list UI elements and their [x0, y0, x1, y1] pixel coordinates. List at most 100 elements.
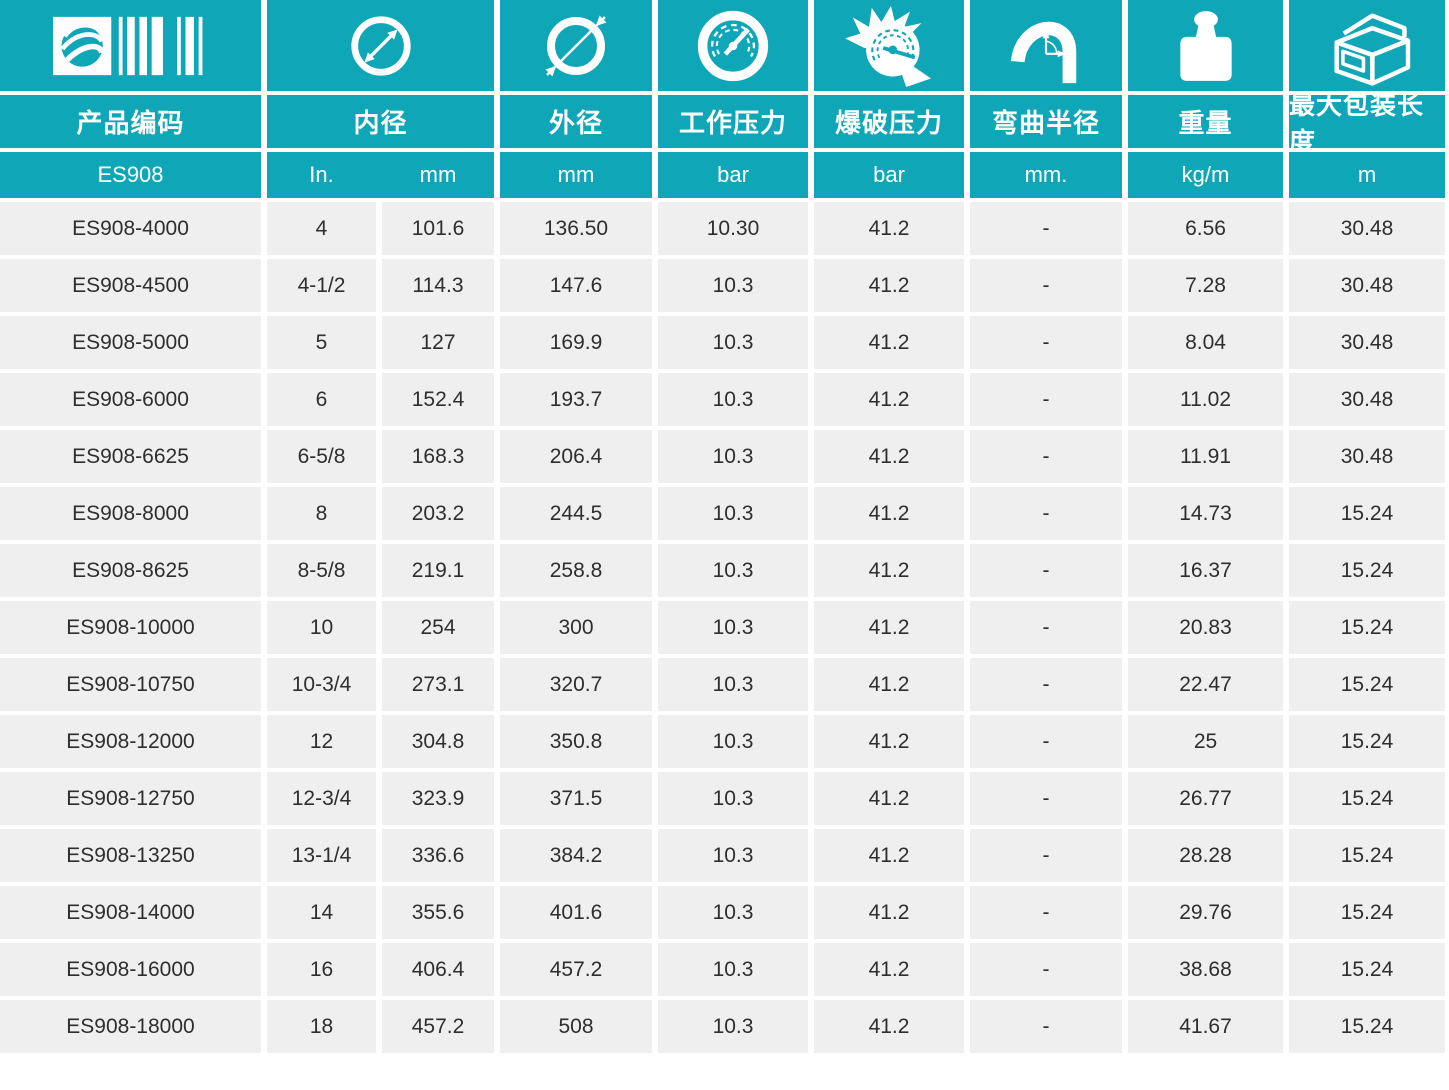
unit-inner-diameter-mm: mm [419, 162, 457, 187]
icon-cell-bend-radius [970, 0, 1122, 91]
weight-cell: 28.28 [1128, 829, 1283, 882]
max-package-length-cell: 15.24 [1289, 886, 1445, 939]
inner-diameter-in-cell: 14 [267, 886, 376, 939]
outer-diameter-cell: 300 [500, 601, 652, 654]
outer-diameter-cell: 244.5 [500, 487, 652, 540]
max-package-length-cell: 30.48 [1289, 202, 1445, 255]
bend-radius-cell: - [970, 544, 1122, 597]
outer-diameter-cell: 193.7 [500, 373, 652, 426]
barcode-globe-icon [52, 16, 202, 75]
weight-cell: 38.68 [1128, 943, 1283, 996]
outer-diameter-cell: 320.7 [500, 658, 652, 711]
inner-diameter-in-cell: 16 [267, 943, 376, 996]
bend-radius-cell: - [970, 430, 1122, 483]
col-header-outer-diameter: 外径 [500, 95, 652, 148]
unit-outer-diameter: mm [500, 152, 652, 198]
bend-radius-cell: - [970, 772, 1122, 825]
burst-pressure-cell: 41.2 [814, 943, 964, 996]
col-header-burst-pressure: 爆破压力 [814, 95, 964, 148]
outer-diameter-cell: 384.2 [500, 829, 652, 882]
inner-diameter-mm-cell: 273.1 [382, 658, 494, 711]
outer-diameter-icon [545, 15, 607, 76]
inner-diameter-in-cell: 5 [267, 316, 376, 369]
inner-diameter-mm-cell: 323.9 [382, 772, 494, 825]
outer-diameter-cell: 508 [500, 1000, 652, 1053]
product-code-cell: ES908-16000 [0, 943, 261, 996]
inner-diameter-in-cell: 10-3/4 [267, 658, 376, 711]
weight-cell: 29.76 [1128, 886, 1283, 939]
working-pressure-cell: 10.3 [658, 373, 808, 426]
working-pressure-cell: 10.3 [658, 772, 808, 825]
working-pressure-gauge-icon [697, 10, 769, 81]
outer-diameter-cell: 169.9 [500, 316, 652, 369]
inner-diameter-in-cell: 8-5/8 [267, 544, 376, 597]
product-code-cell: ES908-8625 [0, 544, 261, 597]
product-code-cell: ES908-10750 [0, 658, 261, 711]
bend-radius-cell: - [970, 202, 1122, 255]
inner-diameter-in-cell: 4-1/2 [267, 259, 376, 312]
inner-diameter-mm-cell: 114.3 [382, 259, 494, 312]
working-pressure-cell: 10.3 [658, 430, 808, 483]
working-pressure-cell: 10.3 [658, 259, 808, 312]
product-code-cell: ES908-12750 [0, 772, 261, 825]
icon-cell-working-pressure [658, 0, 808, 91]
inner-diameter-in-cell: 12-3/4 [267, 772, 376, 825]
weight-cell: 11.02 [1128, 373, 1283, 426]
inner-diameter-mm-cell: 355.6 [382, 886, 494, 939]
max-package-length-cell: 30.48 [1289, 373, 1445, 426]
inner-diameter-mm-cell: 127 [382, 316, 494, 369]
weight-cell: 14.73 [1128, 487, 1283, 540]
bend-radius-cell: - [970, 1000, 1122, 1053]
inner-diameter-mm-cell: 101.6 [382, 202, 494, 255]
working-pressure-cell: 10.3 [658, 601, 808, 654]
weight-cell: 11.91 [1128, 430, 1283, 483]
inner-diameter-mm-cell: 152.4 [382, 373, 494, 426]
burst-pressure-icon [845, 5, 931, 87]
product-code-cell: ES908-18000 [0, 1000, 261, 1053]
max-package-length-cell: 30.48 [1289, 430, 1445, 483]
weight-icon [1179, 10, 1232, 81]
unit-inner-diameter-in: In. [309, 162, 334, 187]
col-header-working-pressure: 工作压力 [658, 95, 808, 148]
product-code-cell: ES908-8000 [0, 487, 261, 540]
product-code-cell: ES908-4000 [0, 202, 261, 255]
spec-table: 产品编码 内径 外径 工作压力 爆破压力 弯曲半径 重量 最大包装长度 ES90… [0, 0, 1445, 1053]
inner-diameter-mm-cell: 219.1 [382, 544, 494, 597]
unit-working-pressure: bar [658, 152, 808, 198]
product-code-cell: ES908-4500 [0, 259, 261, 312]
product-code-cell: ES908-6625 [0, 430, 261, 483]
max-package-length-cell: 15.24 [1289, 601, 1445, 654]
burst-pressure-cell: 41.2 [814, 601, 964, 654]
col-header-bend-radius: 弯曲半径 [970, 95, 1122, 148]
max-package-length-cell: 15.24 [1289, 829, 1445, 882]
inner-diameter-mm-cell: 457.2 [382, 1000, 494, 1053]
weight-cell: 8.04 [1128, 316, 1283, 369]
weight-cell: 6.56 [1128, 202, 1283, 255]
unit-inner-diameter: In. mm [267, 152, 494, 198]
burst-pressure-cell: 41.2 [814, 658, 964, 711]
col-header-product-code: 产品编码 [0, 95, 261, 148]
weight-cell: 22.47 [1128, 658, 1283, 711]
burst-pressure-cell: 41.2 [814, 259, 964, 312]
max-package-length-cell: 15.24 [1289, 943, 1445, 996]
icon-cell-weight [1128, 0, 1283, 91]
unit-max-package-length: m [1289, 152, 1445, 198]
icon-cell-outer-diameter [500, 0, 652, 91]
outer-diameter-cell: 457.2 [500, 943, 652, 996]
bend-radius-cell: - [970, 601, 1122, 654]
burst-pressure-cell: 41.2 [814, 202, 964, 255]
bend-radius-cell: - [970, 715, 1122, 768]
max-package-length-cell: 15.24 [1289, 1000, 1445, 1053]
product-code-cell: ES908-5000 [0, 316, 261, 369]
bend-radius-icon [1010, 21, 1077, 83]
icon-cell-burst-pressure [814, 0, 964, 91]
working-pressure-cell: 10.3 [658, 544, 808, 597]
burst-pressure-cell: 41.2 [814, 487, 964, 540]
working-pressure-cell: 10.3 [658, 715, 808, 768]
inner-diameter-in-cell: 4 [267, 202, 376, 255]
working-pressure-cell: 10.30 [658, 202, 808, 255]
bend-radius-cell: - [970, 943, 1122, 996]
max-package-length-cell: 15.24 [1289, 544, 1445, 597]
outer-diameter-cell: 136.50 [500, 202, 652, 255]
max-package-length-cell: 15.24 [1289, 772, 1445, 825]
